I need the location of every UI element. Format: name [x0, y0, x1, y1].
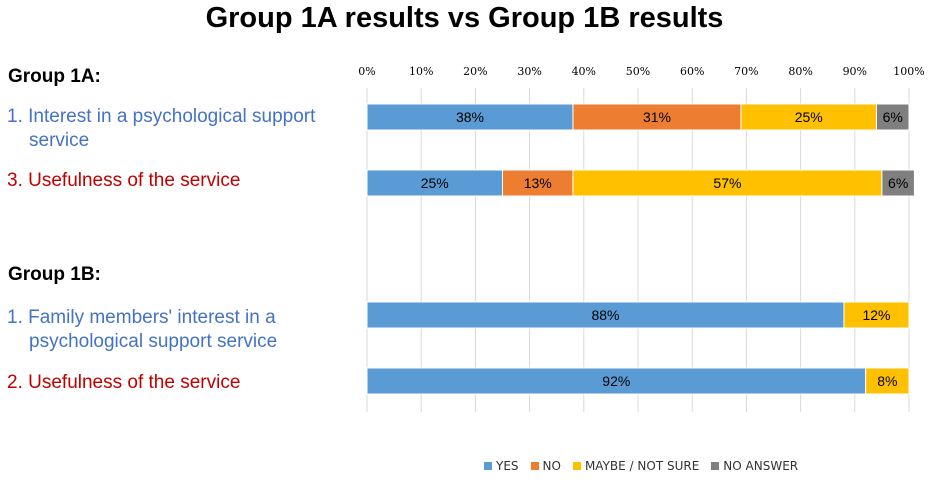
data-label: 57%	[713, 175, 741, 191]
bar-segment	[875, 103, 910, 131]
bar-segment	[572, 169, 883, 197]
x-tick-label: 80%	[788, 65, 812, 78]
data-label: 31%	[643, 109, 671, 125]
bar-segment	[366, 169, 503, 197]
data-label: 92%	[602, 373, 630, 389]
bar-segment	[843, 301, 910, 329]
data-label: 25%	[421, 175, 449, 191]
legend-swatch	[572, 462, 581, 470]
x-tick-label: 40%	[572, 65, 596, 78]
legend-label: NO	[542, 459, 561, 473]
bar-segment	[881, 169, 915, 197]
legend-swatch	[484, 462, 492, 470]
group-1a-question-3-label: 3. Usefulness of the service	[7, 169, 240, 193]
legend-label: NO ANSWER	[723, 459, 799, 473]
data-label: 25%	[795, 109, 823, 125]
x-tick-label: 30%	[517, 65, 541, 78]
x-tick-label: 70%	[734, 65, 758, 78]
legend-item: NO ANSWER	[711, 459, 798, 473]
data-label: 13%	[524, 175, 552, 191]
bar-segment	[572, 103, 742, 131]
group-1a-label: Group 1A:	[8, 66, 101, 87]
group-1b-question-2-label: 2. Usefulness of the service	[7, 371, 240, 395]
bar-segment	[740, 103, 877, 131]
x-tick-label: 60%	[680, 65, 704, 78]
x-tick-label: 90%	[843, 65, 867, 78]
legend-item: MAYBE / NOT SURE	[572, 459, 700, 473]
group-1b-question-1-label: 1. Family members' interest in a psychol…	[7, 306, 277, 354]
bar-segment	[865, 367, 910, 395]
data-label: 38%	[456, 109, 484, 125]
x-tick-label: 0%	[358, 65, 375, 78]
legend-swatch	[711, 462, 720, 470]
bar-segment	[366, 367, 867, 395]
question-line: service	[29, 130, 90, 151]
legend-label: MAYBE / NOT SURE	[584, 459, 700, 473]
x-tick-label: 100%	[893, 65, 924, 78]
data-label: 88%	[591, 307, 619, 323]
legend-label: YES	[496, 459, 519, 473]
bar-segment	[502, 169, 574, 197]
x-tick-label: 10%	[409, 65, 433, 78]
question-line: 3. Usefulness of the service	[7, 170, 241, 191]
data-label: 6%	[883, 109, 903, 125]
group-1a-question-1-label: 1. Interest in a psychological support s…	[7, 105, 315, 153]
x-tick-label: 50%	[626, 65, 650, 78]
chart-legend: YES NO MAYBE / NOT SURE NO ANSWER	[484, 459, 798, 473]
group-1b-label: Group 1B:	[8, 264, 101, 285]
data-label: 8%	[877, 373, 897, 389]
bar-segment	[366, 103, 574, 131]
legend-item: NO	[530, 459, 561, 473]
question-line: psychological support service	[29, 331, 278, 352]
bar-segment	[366, 301, 845, 329]
data-label: 6%	[888, 175, 908, 191]
legend-item: YES	[484, 459, 519, 473]
x-tick-label: 20%	[463, 65, 487, 78]
question-line: 1. Interest in a psychological support	[7, 106, 316, 127]
chart-title: Group 1A results vs Group 1B results	[205, 2, 724, 34]
data-label: 12%	[862, 307, 890, 323]
legend-swatch	[530, 462, 539, 470]
question-line: 1. Family members' interest in a	[7, 307, 276, 328]
question-line: 2. Usefulness of the service	[7, 372, 241, 393]
